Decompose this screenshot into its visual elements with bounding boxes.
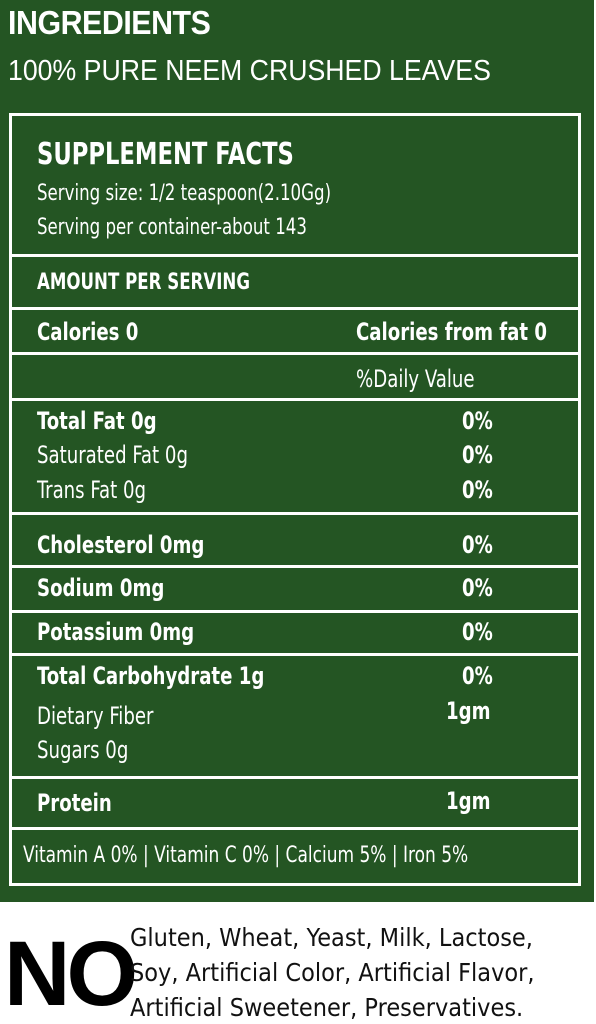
divider <box>12 776 578 779</box>
divider <box>12 565 578 568</box>
calories: Calories 0 <box>37 318 139 346</box>
trans-fat-label: Trans Fat 0g <box>37 476 147 504</box>
calories-from-fat: Calories from fat 0 <box>356 318 548 346</box>
sugars-label: Sugars 0g <box>37 736 129 764</box>
vitamins-minerals-line: Vitamin A 0% | Vitamin C 0% | Calcium 5%… <box>23 843 469 868</box>
divider <box>12 653 578 656</box>
divider <box>12 827 578 830</box>
total-fat-label: Total Fat 0g <box>37 407 157 435</box>
dietary-fiber-label: Dietary Fiber <box>37 702 154 730</box>
amount-per-serving-header: AMOUNT PER SERVING <box>37 270 250 295</box>
divider <box>12 352 578 355</box>
daily-value-header: %Daily Value <box>356 365 475 393</box>
serving-size: Serving size: 1/2 teaspoon(2.10Gg) <box>37 181 332 206</box>
supplement-facts-title: SUPPLEMENT FACTS <box>37 137 294 172</box>
protein-value: 1gm <box>446 787 491 815</box>
ingredients-text: 100% PURE NEEM CRUSHED LEAVES <box>8 55 491 87</box>
divider <box>12 512 578 515</box>
divider <box>12 307 578 310</box>
free-from-line-1: Gluten, Wheat, Yeast, Milk, Lactose, <box>130 923 533 952</box>
supplement-facts-box: SUPPLEMENT FACTS Serving size: 1/2 teasp… <box>9 113 581 886</box>
divider <box>12 254 578 257</box>
label-panel: INGREDIENTS 100% PURE NEEM CRUSHED LEAVE… <box>0 0 594 902</box>
trans-fat-value: 0% <box>462 476 493 504</box>
total-carbohydrate-value: 0% <box>462 662 493 690</box>
sodium-value: 0% <box>462 574 493 602</box>
saturated-fat-value: 0% <box>462 441 493 469</box>
total-fat-value: 0% <box>462 407 493 435</box>
sodium-label: Sodium 0mg <box>37 574 165 602</box>
cholesterol-label: Cholesterol 0mg <box>37 531 205 559</box>
protein-label: Protein <box>37 789 112 817</box>
cholesterol-value: 0% <box>462 531 493 559</box>
free-from-line-2: Soy, Artificial Color, Artificial Flavor… <box>130 958 535 987</box>
dietary-fiber-value: 1gm <box>446 697 491 725</box>
divider <box>12 610 578 613</box>
divider <box>12 398 578 401</box>
servings-per-container: Serving per container-about 143 <box>37 215 307 240</box>
saturated-fat-label: Saturated Fat 0g <box>37 441 188 469</box>
free-from-line-3: Artificial Sweetener, Preservatives. <box>130 993 524 1022</box>
ingredients-title: INGREDIENTS <box>8 4 211 41</box>
potassium-label: Potassium 0mg <box>37 618 195 646</box>
no-badge: NO <box>4 923 138 1024</box>
potassium-value: 0% <box>462 618 493 646</box>
total-carbohydrate-label: Total Carbohydrate 1g <box>37 662 265 690</box>
